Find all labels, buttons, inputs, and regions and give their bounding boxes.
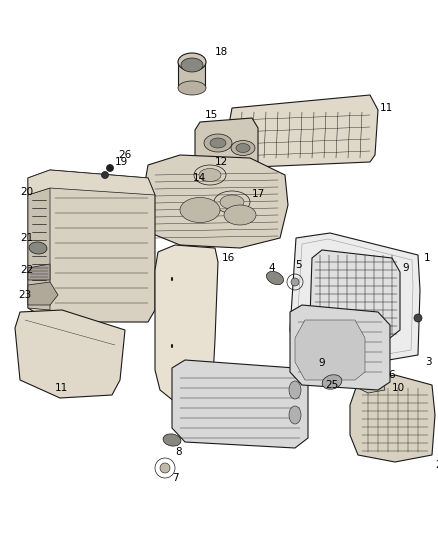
- Polygon shape: [28, 170, 155, 322]
- Text: 26: 26: [118, 150, 131, 160]
- Polygon shape: [295, 320, 365, 380]
- Text: 14: 14: [193, 173, 206, 183]
- Polygon shape: [290, 233, 420, 370]
- Polygon shape: [28, 170, 155, 195]
- Text: 16: 16: [222, 253, 235, 263]
- Polygon shape: [142, 155, 288, 248]
- Ellipse shape: [199, 168, 221, 182]
- Polygon shape: [28, 282, 58, 305]
- Polygon shape: [358, 375, 385, 393]
- Ellipse shape: [224, 205, 256, 225]
- Polygon shape: [15, 310, 125, 398]
- Text: 19: 19: [115, 157, 128, 167]
- Text: 11: 11: [380, 103, 393, 113]
- Ellipse shape: [414, 314, 422, 322]
- Ellipse shape: [210, 138, 226, 148]
- Text: 11: 11: [55, 383, 68, 393]
- Text: 5: 5: [295, 260, 302, 270]
- Polygon shape: [172, 360, 308, 448]
- Ellipse shape: [231, 141, 255, 156]
- Ellipse shape: [291, 278, 299, 286]
- Polygon shape: [155, 245, 218, 405]
- Text: 4: 4: [268, 263, 275, 273]
- Text: 25: 25: [325, 380, 338, 390]
- Ellipse shape: [236, 143, 250, 152]
- Text: 18: 18: [215, 47, 228, 57]
- Text: 21: 21: [20, 233, 33, 243]
- Text: 20: 20: [20, 187, 33, 197]
- Ellipse shape: [180, 198, 220, 222]
- Text: 22: 22: [20, 265, 33, 275]
- Polygon shape: [195, 118, 258, 168]
- Ellipse shape: [181, 58, 203, 72]
- Polygon shape: [225, 95, 378, 168]
- Text: 12: 12: [215, 157, 228, 167]
- Ellipse shape: [178, 81, 206, 95]
- Ellipse shape: [160, 463, 170, 473]
- Text: 9: 9: [402, 263, 409, 273]
- Ellipse shape: [289, 406, 301, 424]
- Ellipse shape: [289, 381, 301, 399]
- Ellipse shape: [266, 271, 283, 285]
- Polygon shape: [28, 264, 50, 280]
- Text: 8: 8: [175, 447, 182, 457]
- Ellipse shape: [204, 134, 232, 152]
- Text: 3: 3: [425, 357, 431, 367]
- Polygon shape: [178, 62, 205, 88]
- Text: 23: 23: [18, 290, 31, 300]
- Ellipse shape: [178, 53, 206, 71]
- Text: 17: 17: [252, 189, 265, 199]
- Ellipse shape: [163, 434, 181, 446]
- Ellipse shape: [106, 165, 113, 172]
- Text: 9: 9: [318, 358, 325, 368]
- Ellipse shape: [102, 172, 109, 179]
- Polygon shape: [310, 250, 400, 338]
- Text: 6: 6: [388, 370, 395, 380]
- Ellipse shape: [322, 375, 342, 389]
- Text: 2: 2: [435, 460, 438, 470]
- Polygon shape: [28, 188, 50, 310]
- Polygon shape: [350, 375, 435, 462]
- Text: 7: 7: [172, 473, 179, 483]
- Polygon shape: [290, 305, 390, 390]
- Ellipse shape: [220, 195, 244, 209]
- Text: 10: 10: [392, 383, 405, 393]
- Ellipse shape: [29, 242, 47, 254]
- Text: 15: 15: [205, 110, 218, 120]
- Text: 1: 1: [424, 253, 431, 263]
